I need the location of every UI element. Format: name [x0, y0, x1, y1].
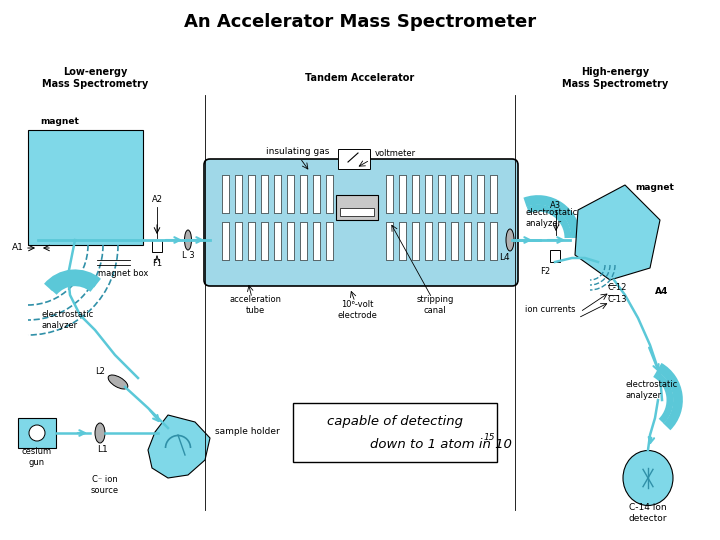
Ellipse shape	[108, 375, 128, 389]
Bar	[399, 175, 406, 213]
Text: magnet box: magnet box	[98, 268, 148, 278]
Text: F2: F2	[540, 267, 550, 276]
Bar	[287, 175, 294, 213]
Ellipse shape	[506, 229, 514, 251]
Bar	[313, 175, 320, 213]
Text: L2: L2	[95, 368, 105, 376]
Text: 15: 15	[484, 433, 495, 442]
Bar	[261, 222, 268, 260]
Bar	[412, 222, 419, 260]
Text: L1: L1	[96, 446, 107, 455]
Ellipse shape	[29, 425, 45, 441]
Bar	[248, 222, 255, 260]
Text: electrostatic
analyzer: electrostatic analyzer	[625, 380, 678, 400]
Bar	[313, 222, 320, 260]
Text: electrostatic
analyzer: electrostatic analyzer	[525, 208, 577, 228]
Ellipse shape	[623, 450, 673, 505]
Text: magnet: magnet	[635, 184, 674, 192]
Text: capable of detecting: capable of detecting	[327, 415, 463, 429]
Text: sample holder: sample holder	[215, 428, 280, 436]
Bar	[425, 175, 432, 213]
Text: Low-energy
Mass Spectrometry: Low-energy Mass Spectrometry	[42, 67, 148, 89]
Bar	[386, 175, 393, 213]
Bar	[300, 222, 307, 260]
Text: An Accelerator Mass Spectrometer: An Accelerator Mass Spectrometer	[184, 13, 536, 31]
Bar	[386, 222, 393, 260]
Bar	[28, 130, 143, 245]
Polygon shape	[575, 185, 660, 280]
Text: magnet: magnet	[40, 118, 79, 126]
Bar	[477, 175, 484, 213]
Text: A4: A4	[655, 287, 668, 296]
Bar	[451, 222, 458, 260]
Text: insulating gas: insulating gas	[266, 147, 330, 157]
Text: stripping
canal: stripping canal	[416, 295, 454, 315]
Bar	[412, 175, 419, 213]
Bar	[464, 175, 471, 213]
Bar	[274, 175, 281, 213]
Bar	[438, 222, 445, 260]
Bar	[490, 222, 497, 260]
Bar	[326, 222, 333, 260]
Text: F1: F1	[152, 259, 162, 267]
Bar	[438, 175, 445, 213]
Bar	[287, 222, 294, 260]
Bar	[152, 240, 162, 252]
Bar	[425, 222, 432, 260]
Text: C-14 ion
detector: C-14 ion detector	[629, 503, 667, 523]
Text: A1: A1	[12, 244, 24, 253]
Bar	[222, 175, 229, 213]
Bar	[451, 175, 458, 213]
Text: C-12: C-12	[608, 284, 627, 293]
Text: Tandem Accelerator: Tandem Accelerator	[305, 73, 415, 83]
FancyBboxPatch shape	[293, 403, 497, 462]
Text: acceleration
tube: acceleration tube	[229, 295, 281, 315]
FancyBboxPatch shape	[204, 159, 518, 286]
Text: A3: A3	[550, 200, 562, 210]
Bar	[464, 222, 471, 260]
Text: A2: A2	[151, 195, 163, 205]
Text: cesium
gun: cesium gun	[22, 447, 52, 467]
Bar	[399, 222, 406, 260]
Bar	[338, 149, 370, 169]
Text: C⁻ ion
source: C⁻ ion source	[91, 475, 119, 495]
Text: High-energy
Mass Spectrometry: High-energy Mass Spectrometry	[562, 67, 668, 89]
Bar	[477, 222, 484, 260]
Polygon shape	[148, 415, 210, 478]
Bar	[326, 175, 333, 213]
Bar	[261, 175, 268, 213]
Bar	[336, 195, 378, 220]
Text: L4: L4	[499, 253, 509, 261]
Text: voltmeter: voltmeter	[375, 150, 416, 159]
Bar	[274, 222, 281, 260]
Bar	[300, 175, 307, 213]
Bar	[248, 175, 255, 213]
Bar	[222, 222, 229, 260]
Text: 10⁶-volt
electrode: 10⁶-volt electrode	[337, 300, 377, 320]
Text: down to 1 atom in 10: down to 1 atom in 10	[370, 437, 512, 450]
Text: electrostatic
analyzer: electrostatic analyzer	[42, 310, 94, 330]
Ellipse shape	[184, 230, 192, 250]
Text: L 3: L 3	[181, 251, 194, 260]
Text: ion currents: ion currents	[525, 306, 575, 314]
Bar	[340, 208, 374, 216]
Bar	[235, 222, 242, 260]
Bar	[550, 250, 560, 262]
Text: C-13: C-13	[608, 295, 628, 305]
Bar	[18, 418, 56, 448]
Bar	[490, 175, 497, 213]
Ellipse shape	[95, 423, 105, 443]
Bar	[235, 175, 242, 213]
